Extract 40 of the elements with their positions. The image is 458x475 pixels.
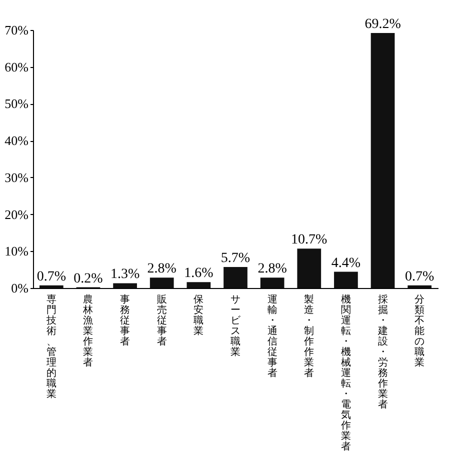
y-tick-label: 40% bbox=[4, 133, 29, 148]
data-label: 10.7% bbox=[291, 232, 328, 248]
x-tick-label: 製造・制作作業者 bbox=[303, 294, 314, 379]
y-tick-label: 60% bbox=[4, 59, 29, 74]
bar bbox=[297, 248, 322, 288]
data-label: 2.8% bbox=[147, 262, 177, 277]
bar bbox=[224, 266, 248, 288]
bar bbox=[113, 283, 137, 288]
x-tick-label: 販売従事者 bbox=[156, 294, 167, 348]
x-tick-label: 事務従事者 bbox=[120, 294, 130, 348]
x-tick-label: 分類不能の職業 bbox=[414, 294, 425, 368]
data-label: 2.8% bbox=[258, 262, 288, 277]
bar bbox=[186, 282, 211, 288]
data-label: 0.7% bbox=[405, 269, 435, 284]
bar bbox=[334, 272, 358, 288]
data-label: 0.7% bbox=[36, 269, 66, 284]
category-label: 機関運転・機械運転・電気作業者 bbox=[340, 294, 351, 452]
data-label: 1.6% bbox=[184, 266, 214, 282]
y-tick-label: 20% bbox=[4, 206, 29, 222]
y-tick-label: 30% bbox=[4, 170, 29, 185]
data-label: 69.2% bbox=[364, 16, 402, 32]
bar bbox=[150, 278, 174, 288]
bar bbox=[260, 278, 284, 288]
data-label: 5.7% bbox=[220, 250, 250, 266]
data-label: 4.4% bbox=[331, 256, 361, 271]
x-tick-label: サービス職業 bbox=[230, 294, 242, 358]
y-tick-label: 10% bbox=[4, 244, 29, 259]
bar bbox=[408, 285, 432, 288]
y-tick-label: 50% bbox=[4, 96, 29, 112]
data-label: 1.3% bbox=[110, 267, 140, 282]
bar bbox=[370, 32, 395, 288]
data-label: 0.2% bbox=[74, 271, 104, 286]
bar bbox=[39, 285, 64, 288]
x-tick-label: 農林漁業作業者 bbox=[82, 294, 94, 368]
y-tick-label: 70% bbox=[4, 22, 29, 38]
y-tick-label: 0% bbox=[11, 280, 29, 296]
category-label: 専門技術、管理的職業 bbox=[46, 294, 56, 400]
category-label: 採掘・建設・労務作業者 bbox=[378, 294, 388, 410]
x-tick-label: 保安職業 bbox=[194, 294, 204, 337]
x-tick-label: 運輸・通信従事者 bbox=[267, 294, 278, 379]
